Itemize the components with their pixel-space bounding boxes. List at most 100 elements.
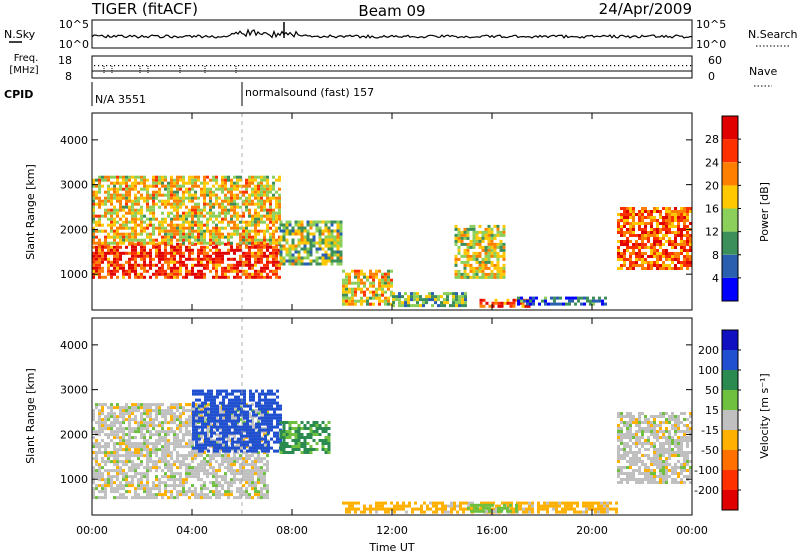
heatmap-cell bbox=[164, 412, 167, 415]
heatmap-cell bbox=[224, 273, 227, 276]
heatmap-cell bbox=[467, 261, 470, 264]
heatmap-cell bbox=[363, 511, 366, 514]
heatmap-cell bbox=[98, 445, 101, 448]
heatmap-cell bbox=[480, 305, 483, 308]
heatmap-cell bbox=[494, 237, 497, 240]
heatmap-cell bbox=[275, 255, 278, 258]
heatmap-cell bbox=[194, 185, 197, 188]
heatmap-cell bbox=[113, 406, 116, 409]
heatmap-cell bbox=[212, 203, 215, 206]
heatmap-cell bbox=[495, 302, 498, 305]
heatmap-cell bbox=[485, 249, 488, 252]
heatmap-cell bbox=[656, 207, 659, 210]
heatmap-cell bbox=[369, 508, 372, 511]
heatmap-cell bbox=[122, 239, 125, 242]
heatmap-cell bbox=[101, 409, 104, 412]
heatmap-cell bbox=[179, 185, 182, 188]
heatmap-cell bbox=[191, 490, 194, 493]
heatmap-cell bbox=[215, 203, 218, 206]
heatmap-cell bbox=[146, 460, 149, 463]
nave-dot bbox=[110, 65, 111, 66]
heatmap-cell bbox=[497, 264, 500, 267]
heatmap-cell bbox=[137, 454, 140, 457]
heatmap-cell bbox=[390, 502, 393, 505]
heatmap-cell bbox=[245, 258, 248, 261]
heatmap-cell bbox=[122, 273, 125, 276]
heatmap-cell bbox=[107, 242, 110, 245]
heatmap-cell bbox=[255, 423, 258, 426]
heatmap-cell bbox=[295, 245, 298, 248]
heatmap-cell bbox=[289, 445, 292, 448]
heatmap-cell bbox=[101, 484, 104, 487]
heatmap-cell bbox=[179, 424, 182, 427]
heatmap-cell bbox=[632, 225, 635, 228]
heatmap-cell bbox=[167, 484, 170, 487]
heatmap-cell bbox=[122, 460, 125, 463]
heatmap-cell bbox=[116, 442, 119, 445]
heatmap-cell bbox=[292, 263, 295, 266]
heatmap-cell bbox=[140, 276, 143, 279]
heatmap-cell bbox=[491, 252, 494, 255]
nave-dot bbox=[598, 65, 599, 66]
heatmap-cell bbox=[233, 188, 236, 191]
heatmap-cell bbox=[488, 243, 491, 246]
heatmap-cell bbox=[295, 448, 298, 451]
heatmap-cell bbox=[310, 242, 313, 245]
heatmap-cell bbox=[565, 297, 568, 300]
heatmap-cell bbox=[485, 276, 488, 279]
heatmap-cell bbox=[245, 487, 248, 490]
heatmap-cell bbox=[203, 179, 206, 182]
heatmap-cell bbox=[470, 267, 473, 270]
heatmap-cell bbox=[647, 267, 650, 270]
heatmap-cell bbox=[194, 475, 197, 478]
heatmap-cell bbox=[266, 176, 269, 179]
heatmap-cell bbox=[149, 454, 152, 457]
heatmap-cell bbox=[497, 261, 500, 264]
heatmap-cell bbox=[131, 427, 134, 430]
heatmap-cell bbox=[266, 255, 269, 258]
nave-dot bbox=[530, 65, 531, 66]
heatmap-cell bbox=[267, 417, 270, 420]
nave-dot bbox=[454, 65, 455, 66]
heatmap-cell bbox=[375, 511, 378, 514]
heatmap-cell bbox=[260, 200, 263, 203]
heatmap-cell bbox=[504, 302, 507, 305]
heatmap-cell bbox=[188, 246, 191, 249]
heatmap-cell bbox=[152, 460, 155, 463]
heatmap-cell bbox=[574, 303, 577, 306]
heatmap-cell bbox=[292, 421, 295, 424]
heatmap-cell bbox=[164, 487, 167, 490]
heatmap-cell bbox=[233, 215, 236, 218]
heatmap-cell bbox=[632, 219, 635, 222]
heatmap-cell bbox=[191, 457, 194, 460]
heatmap-cell bbox=[131, 239, 134, 242]
heatmap-cell bbox=[422, 301, 425, 304]
heatmap-cell bbox=[113, 239, 116, 242]
heatmap-cell bbox=[295, 257, 298, 260]
heatmap-cell bbox=[255, 414, 258, 417]
heatmap-cell bbox=[182, 409, 185, 412]
heatmap-cell bbox=[170, 496, 173, 499]
heatmap-cell bbox=[173, 206, 176, 209]
heatmap-cell bbox=[110, 427, 113, 430]
heatmap-cell bbox=[98, 267, 101, 270]
heatmap-cell bbox=[532, 300, 535, 303]
heatmap-cell bbox=[252, 399, 255, 402]
heatmap-cell bbox=[665, 216, 668, 219]
range-tick-label: 2000 bbox=[60, 223, 88, 236]
heatmap-cell bbox=[337, 242, 340, 245]
heatmap-cell bbox=[176, 200, 179, 203]
nave-dot bbox=[394, 65, 395, 66]
heatmap-cell bbox=[322, 239, 325, 242]
heatmap-cell bbox=[260, 481, 263, 484]
heatmap-cell bbox=[107, 246, 110, 249]
heatmap-cell bbox=[260, 460, 263, 463]
heatmap-cell bbox=[218, 490, 221, 493]
heatmap-cell bbox=[194, 264, 197, 267]
heatmap-cell bbox=[200, 246, 203, 249]
heatmap-cell bbox=[387, 303, 390, 306]
heatmap-cell bbox=[363, 508, 366, 511]
heatmap-cell bbox=[209, 496, 212, 499]
heatmap-cell bbox=[270, 399, 273, 402]
